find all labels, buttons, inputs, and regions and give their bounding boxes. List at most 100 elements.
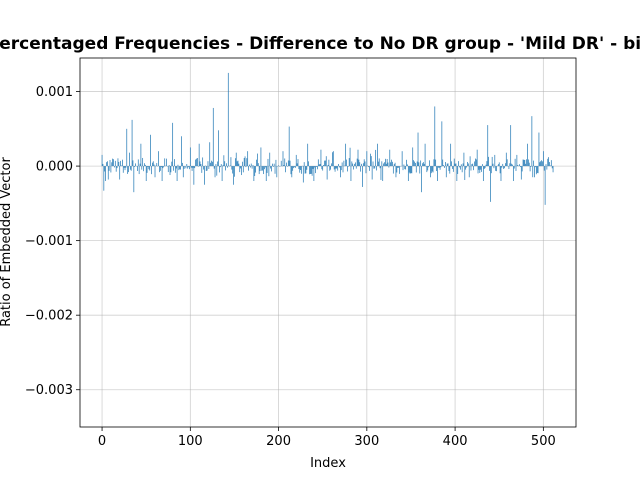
bar [402,166,404,171]
bar [527,159,529,167]
bar [381,161,383,167]
bar [120,160,121,167]
bar [291,166,293,178]
bar [500,166,502,181]
bar [195,159,196,167]
bar [529,166,531,172]
bar [368,166,369,168]
bar [149,166,151,171]
bar [249,166,251,168]
bar [355,166,357,169]
bar [153,164,155,167]
bar [374,166,376,169]
bar [439,166,441,170]
bar [394,162,396,167]
bar [200,164,202,167]
bar [370,156,372,167]
bar [181,136,182,167]
bar [309,166,310,175]
bar [348,158,350,167]
bar [508,166,510,170]
bar [310,166,311,174]
bar [218,130,219,167]
bar [257,153,258,167]
bar [517,164,519,167]
bar [490,166,492,174]
bar [410,166,412,174]
bar [129,166,131,170]
bar [223,155,225,167]
bar [317,159,319,167]
bar [542,151,544,167]
bar [472,163,474,167]
bar [171,161,173,167]
bar [140,143,142,167]
bar [420,160,422,167]
bar [466,166,467,168]
bar [459,166,460,168]
bar [519,164,520,167]
bar [528,162,530,167]
bar [314,166,316,168]
bar [407,166,409,181]
bar [292,166,294,171]
bar [411,166,413,174]
bar [350,166,352,181]
bar [389,149,391,167]
bar [258,166,260,175]
bar [284,158,286,167]
chart-title: Percentaged Frequencies - Difference to … [0,34,640,54]
bar [255,166,256,173]
bar [242,166,244,173]
bar [276,166,278,178]
bar [353,166,354,170]
bar [219,166,220,173]
plot-area [80,58,576,427]
bar [335,166,337,169]
bar [513,166,515,169]
bar [502,163,504,167]
bar [543,166,545,171]
bar [201,166,203,173]
bar [249,164,250,167]
bar [227,72,229,167]
bar [174,159,175,167]
bar [378,158,380,167]
bar [383,163,384,167]
bar [236,161,238,167]
bar [119,166,121,180]
bar [173,166,174,171]
bar [152,161,154,167]
bar [216,166,218,176]
bar [346,159,347,167]
bar [550,160,552,167]
bar [546,166,548,170]
bar [209,142,211,167]
bar [398,166,399,168]
bar [432,166,434,173]
bar [430,166,431,178]
bar [370,153,371,167]
bar [433,159,435,167]
bar [282,151,284,167]
bar [406,159,407,167]
bar [447,163,449,167]
bar [393,164,395,167]
bar [548,157,549,167]
bar [547,158,549,167]
y-tick-label: 0.000 [36,160,73,175]
bar [552,166,554,173]
bar [217,161,219,167]
bar [278,165,279,167]
bar [250,163,252,167]
bar [183,166,185,169]
bar [182,162,183,167]
bar [428,166,429,168]
bar [404,166,406,170]
bar [114,166,115,168]
bar [328,159,330,167]
bar [511,163,512,167]
bar [202,157,204,167]
bar [296,163,298,167]
bar [399,166,400,174]
